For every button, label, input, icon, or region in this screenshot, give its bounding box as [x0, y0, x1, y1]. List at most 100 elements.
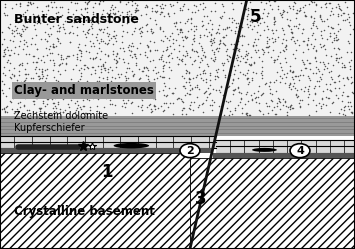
Point [57, 41, 63, 45]
Point [177, 20, 183, 24]
Point [235, 42, 240, 46]
Point [193, 27, 199, 31]
Point [284, 113, 290, 117]
Point [158, 6, 164, 10]
Point [51, 61, 57, 65]
Point [118, 88, 124, 92]
Point [157, 26, 163, 30]
Point [62, 31, 68, 35]
Point [244, 113, 250, 117]
Point [226, 113, 232, 117]
Point [2, 2, 8, 6]
Point [216, 23, 222, 27]
Point [257, 109, 263, 113]
Point [88, 20, 94, 24]
Point [97, 83, 103, 87]
Point [57, 72, 62, 76]
Point [9, 6, 15, 10]
Point [230, 15, 235, 19]
Point [139, 25, 145, 29]
Point [271, 41, 276, 45]
Point [135, 105, 141, 109]
Point [26, 52, 32, 56]
Point [133, 8, 139, 12]
Point [55, 29, 60, 33]
Point [90, 41, 95, 45]
Point [110, 11, 116, 15]
Point [40, 18, 45, 22]
Point [180, 4, 186, 8]
Point [56, 91, 62, 95]
Point [338, 55, 344, 59]
Point [29, 91, 35, 95]
Point [110, 68, 115, 72]
Point [152, 77, 157, 81]
Point [182, 54, 188, 58]
Point [73, 63, 79, 67]
Point [91, 44, 97, 48]
Point [54, 36, 60, 40]
Point [301, 27, 306, 31]
Point [77, 77, 83, 81]
Point [32, 20, 38, 24]
Point [111, 29, 117, 33]
Point [94, 51, 100, 55]
Point [49, 97, 55, 101]
Point [152, 65, 157, 69]
Point [230, 78, 236, 82]
Point [257, 16, 262, 20]
Point [158, 57, 164, 61]
Point [148, 110, 154, 114]
Point [86, 31, 91, 35]
Point [329, 101, 335, 105]
Point [99, 39, 104, 43]
Point [17, 100, 23, 104]
Point [0, 30, 5, 34]
Point [72, 110, 78, 114]
Point [1, 11, 7, 15]
Point [277, 74, 283, 78]
Point [268, 98, 274, 102]
Point [5, 110, 10, 114]
Point [171, 47, 177, 51]
Point [152, 18, 157, 22]
Point [277, 99, 282, 103]
Point [228, 73, 233, 77]
Point [243, 60, 249, 64]
Point [266, 104, 272, 108]
Point [306, 2, 312, 6]
Point [165, 105, 171, 109]
Point [123, 78, 129, 82]
Point [275, 7, 280, 11]
Point [98, 64, 104, 68]
Point [166, 65, 172, 69]
Point [94, 104, 100, 108]
Point [283, 38, 289, 42]
Point [249, 98, 255, 102]
Point [307, 61, 312, 65]
Point [239, 34, 244, 38]
Point [2, 109, 8, 113]
Point [294, 8, 300, 12]
Point [30, 60, 36, 64]
Point [233, 31, 238, 35]
Point [260, 91, 266, 95]
Point [250, 43, 256, 47]
Point [47, 34, 52, 38]
Point [84, 79, 90, 83]
Point [160, 64, 166, 68]
Point [187, 92, 193, 96]
Point [311, 86, 316, 90]
Point [328, 25, 334, 29]
Point [109, 102, 115, 106]
Point [99, 90, 105, 94]
Point [329, 6, 335, 10]
Point [69, 98, 74, 102]
Point [346, 15, 352, 19]
Point [13, 24, 18, 28]
Point [80, 98, 86, 102]
Point [209, 48, 215, 52]
Point [304, 42, 310, 46]
Point [17, 4, 23, 8]
Point [146, 83, 152, 87]
